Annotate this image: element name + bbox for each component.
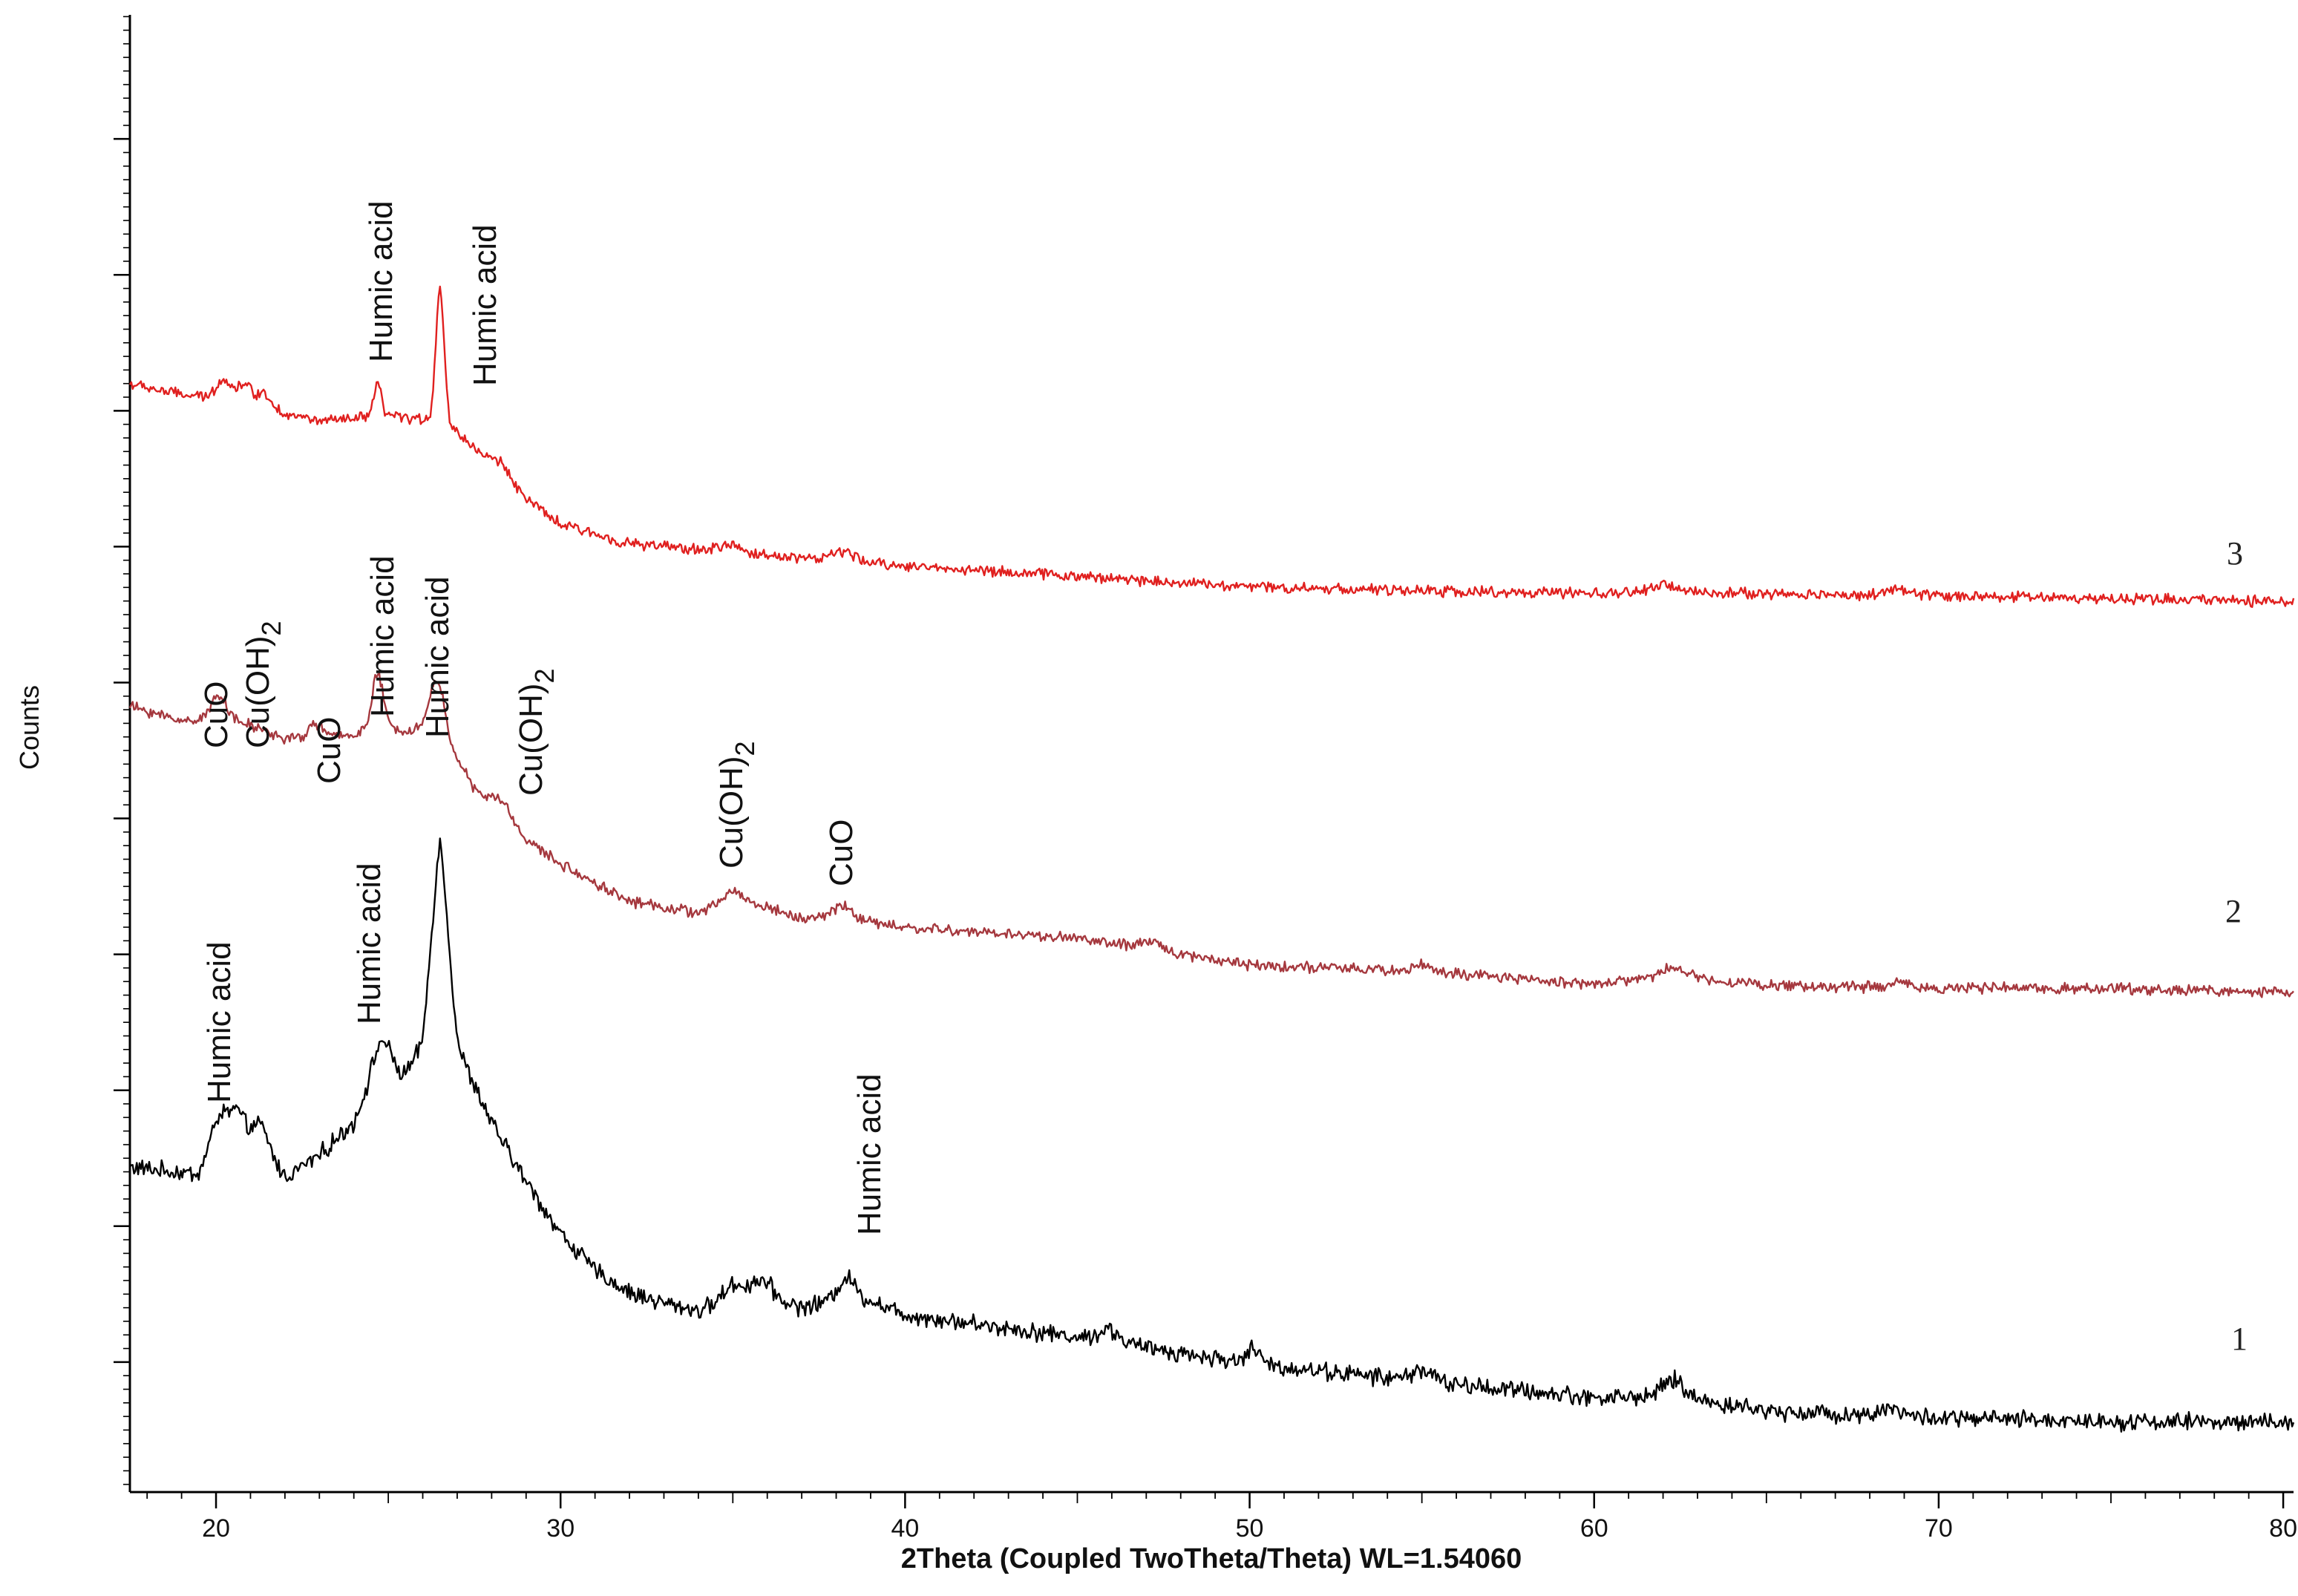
- annotation-cuoh2-2c-sub: 2: [730, 741, 760, 756]
- x-axis-ticks: [146, 1492, 2285, 1508]
- annotation-humic-acid-1c: Humic acid: [851, 1073, 888, 1235]
- annotation-cuoh2-2b-sub: 2: [529, 668, 560, 683]
- annotation-cuoh2-2a-text: Cu(OH): [240, 635, 276, 748]
- x-tick-label: 70: [1925, 1514, 1953, 1543]
- annotation-cuo-2c: CuO: [823, 820, 860, 886]
- series-layer: [128, 285, 2295, 1433]
- curve-label-3: 3: [2227, 535, 2243, 572]
- series-line-2: [128, 673, 2294, 998]
- x-tick-label: 20: [202, 1514, 230, 1543]
- y-axis-ticks: [114, 16, 130, 1485]
- x-tick-label: 60: [1580, 1514, 1608, 1543]
- series-line-3: [128, 285, 2295, 608]
- curve-label-1: 1: [2231, 1321, 2248, 1357]
- curve-label-2: 2: [2225, 893, 2242, 929]
- annotation-cuoh2-2b: Cu(OH)2: [513, 668, 560, 796]
- annotation-humic-acid-2b: Humic acid: [419, 576, 456, 738]
- annotation-cuo-2b: CuO: [311, 717, 347, 784]
- annotation-cuoh2-2c: Cu(OH)2: [713, 741, 760, 869]
- y-axis-title: Counts: [14, 685, 45, 770]
- annotation-humic-acid-3a: Humic acid: [363, 200, 399, 362]
- annotation-humic-acid-2a: Humic acid: [364, 555, 401, 717]
- annotation-humic-acid-1a: Humic acid: [201, 941, 238, 1103]
- x-tick-label: 40: [891, 1514, 919, 1543]
- annotation-cuo-2a: CuO: [198, 681, 235, 748]
- annotation-cuoh2-2a: Cu(OH)2: [240, 621, 287, 748]
- x-tick-label: 30: [546, 1514, 574, 1543]
- annotation-cuoh2-2c-text: Cu(OH): [713, 756, 750, 869]
- annotation-cuoh2-2a-sub: 2: [256, 621, 287, 635]
- x-tick-label: 50: [1236, 1514, 1264, 1543]
- annotation-cuoh2-2b-text: Cu(OH): [513, 683, 549, 796]
- x-tick-label: 80: [2269, 1514, 2297, 1543]
- annotation-humic-acid-1b: Humic acid: [351, 863, 387, 1024]
- peak-annotations: Humic acid Humic acid CuO Cu(OH)2 CuO Hu…: [198, 200, 888, 1235]
- x-axis-tick-labels: 20 30 40 50 60 70 80: [202, 1514, 2297, 1543]
- annotation-humic-acid-3b: Humic acid: [467, 224, 503, 386]
- series-line-1: [129, 837, 2295, 1433]
- x-axis-title: 2Theta (Coupled TwoTheta/Theta) WL=1.540…: [901, 1543, 1522, 1574]
